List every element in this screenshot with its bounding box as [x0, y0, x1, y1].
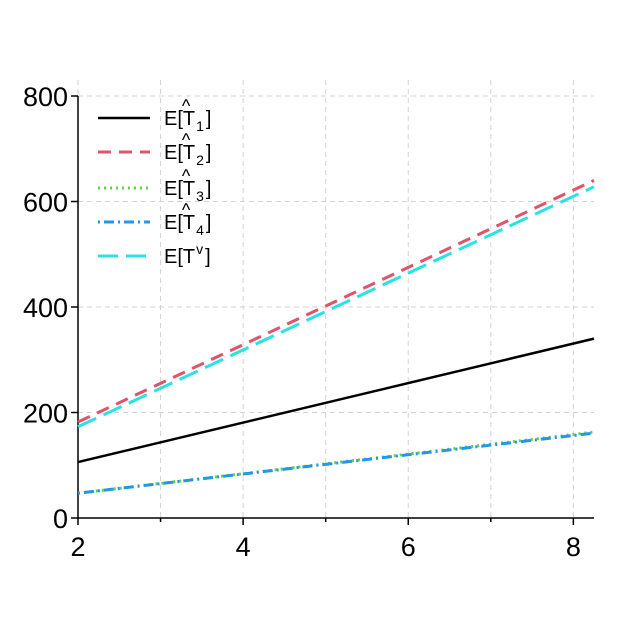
legend-subscript: 4	[196, 222, 204, 238]
legend-label: E[T	[164, 212, 195, 234]
legend-label: E[T	[164, 142, 195, 164]
legend-label: E[T	[164, 246, 195, 268]
x-tick-label: 4	[236, 532, 251, 562]
legend: E[T^1]E[T^2]E[T^3]E[T^4]E[T v]	[98, 96, 211, 268]
legend-bracket: ]	[206, 178, 212, 200]
series-line-5	[77, 185, 595, 429]
legend-bracket: ]	[205, 246, 211, 268]
x-tick-label: 2	[70, 532, 85, 562]
axes: 0 200 400 600 800 2 4 6 8	[23, 82, 594, 562]
legend-superscript: v	[196, 241, 203, 257]
legend-bracket: ]	[206, 108, 212, 130]
series-line-2	[77, 179, 595, 424]
legend-subscript: 3	[196, 188, 204, 204]
x-tick-label: 8	[566, 532, 581, 562]
x-tick-label: 6	[401, 532, 416, 562]
legend-hat-accent: ^	[182, 166, 191, 186]
y-tick-label: 200	[23, 399, 68, 429]
legend-bracket: ]	[206, 212, 212, 234]
legend-label: E[T	[164, 178, 195, 200]
y-tick-label: 800	[23, 82, 68, 112]
legend-hat-accent: ^	[182, 130, 191, 150]
legend-entry-3: E[T^ 3]	[98, 166, 211, 204]
y-tick-label: 0	[53, 504, 68, 534]
legend-bracket: ]	[206, 142, 212, 164]
legend-hat-accent: ^	[182, 200, 191, 220]
y-tick-label: 600	[23, 188, 68, 218]
legend-subscript: 1	[196, 118, 204, 134]
legend-entry-5: E[T v]	[98, 241, 211, 268]
legend-label: E[T	[164, 108, 195, 130]
legend-subscript: 2	[196, 152, 204, 168]
legend-entry-1: E[T^ 1]	[98, 96, 211, 134]
y-tick-label: 400	[23, 293, 68, 323]
series-line-4	[77, 431, 595, 495]
legend-hat-accent: ^	[182, 96, 191, 116]
legend-entry-4: E[T^ 4]	[98, 200, 211, 238]
series-lines	[77, 179, 595, 495]
grid	[77, 80, 594, 519]
series-line-1	[77, 337, 595, 464]
legend-entry-2: E[T^ 2]	[98, 130, 211, 168]
